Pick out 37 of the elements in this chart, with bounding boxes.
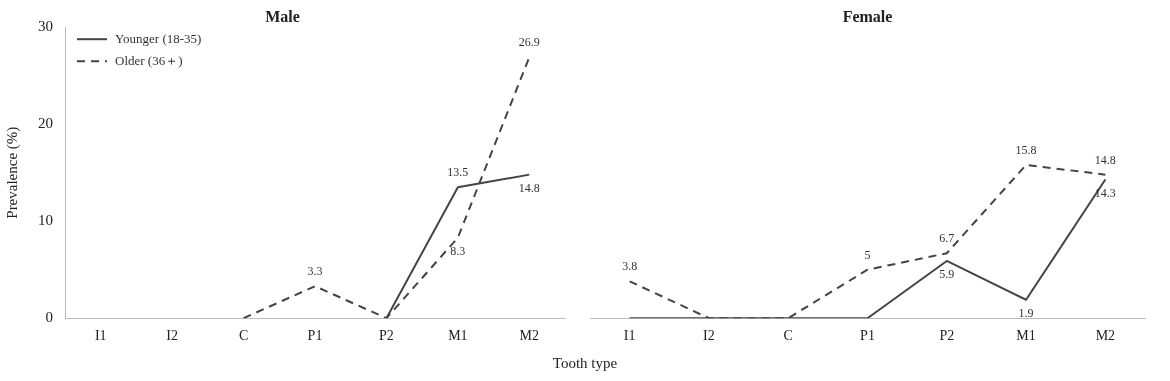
- x-tick-label: M2: [519, 328, 540, 344]
- data-label: 3.3: [307, 264, 323, 279]
- x-tick-label: M1: [1016, 328, 1036, 344]
- x-tick-label: M1: [448, 328, 468, 344]
- y-tick-label: 30: [38, 18, 53, 35]
- data-label: 15.8: [1015, 143, 1037, 158]
- y-axis-title: Prevalence (%): [3, 126, 21, 219]
- x-tick-label: I2: [166, 328, 178, 344]
- data-label: 14.8: [518, 180, 540, 195]
- data-label: 8.3: [450, 243, 466, 258]
- data-label: 26.9: [518, 35, 540, 50]
- data-label: 13.5: [447, 165, 469, 180]
- x-tick-label: P1: [860, 328, 875, 344]
- data-label: 5: [864, 247, 871, 262]
- data-label: 3.8: [622, 259, 638, 274]
- x-tick-label: I2: [703, 328, 715, 344]
- data-label: 6.7: [939, 231, 955, 246]
- y-tick-label: 0: [45, 309, 53, 326]
- x-tick-label: I1: [94, 328, 107, 344]
- x-tick-label: I1: [623, 328, 636, 344]
- y-tick-label: 20: [38, 115, 53, 132]
- x-tick-label: C: [783, 328, 793, 344]
- x-tick-label: C: [238, 328, 249, 344]
- data-label: 14.3: [1094, 185, 1116, 200]
- chart-title: Female: [842, 7, 893, 25]
- x-tick-label: M2: [1095, 328, 1116, 344]
- chart-title: Male: [265, 7, 300, 25]
- data-label: 5.9: [939, 267, 955, 282]
- data-label: 14.8: [1094, 152, 1116, 167]
- x-tick-label: P1: [307, 328, 323, 344]
- y-tick-label: 10: [38, 212, 53, 229]
- legend-label: Older (36＋): [115, 52, 183, 68]
- x-axis-title: Tooth type: [551, 355, 619, 372]
- x-tick-label: P2: [379, 328, 394, 344]
- data-label: 1.9: [1018, 305, 1034, 320]
- legend-label: Younger (18-35): [115, 30, 202, 46]
- x-tick-label: P2: [939, 328, 955, 344]
